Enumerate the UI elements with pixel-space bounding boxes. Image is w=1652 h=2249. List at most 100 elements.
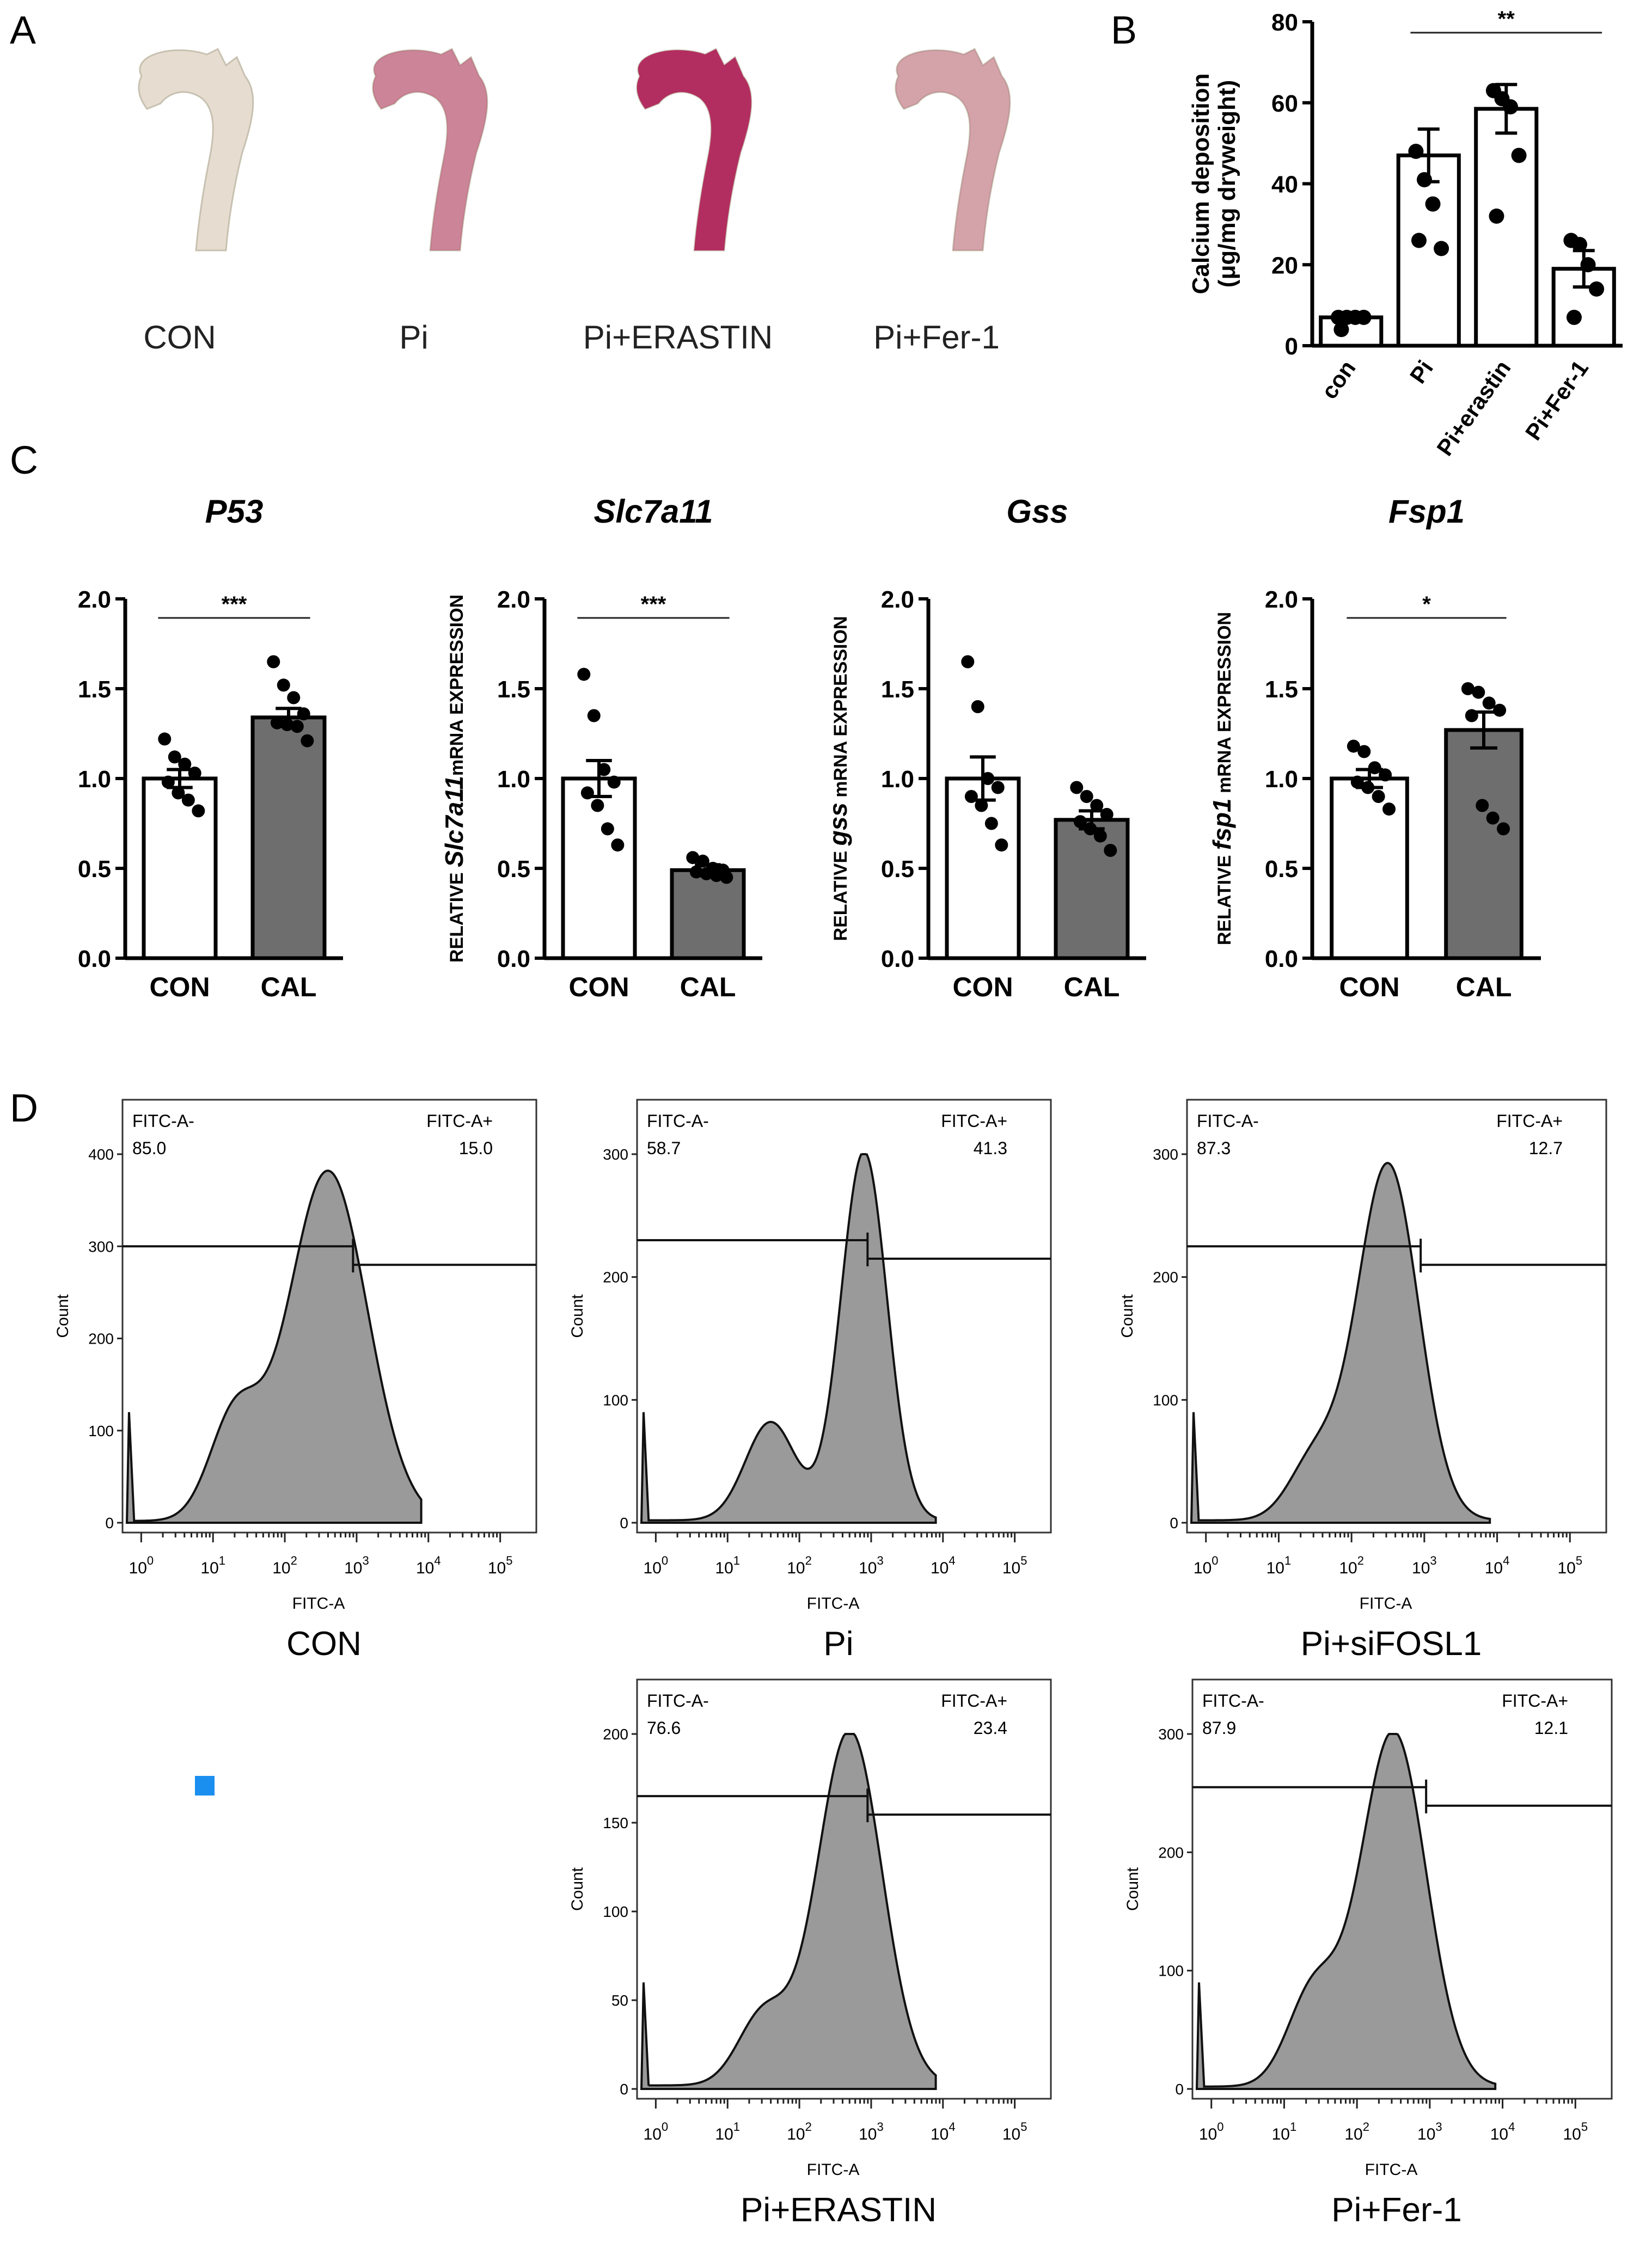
data-point bbox=[1461, 682, 1474, 695]
data-point bbox=[1489, 209, 1504, 224]
x-tick-label: 102 bbox=[787, 1554, 812, 1577]
fitc-histogram bbox=[640, 1733, 937, 2090]
bar bbox=[142, 776, 218, 960]
x-tick-label: 100 bbox=[644, 1554, 669, 1577]
x-tick-exponent: 3 bbox=[877, 2120, 883, 2134]
x-tick-base: 10 bbox=[931, 1559, 949, 1577]
data-point bbox=[964, 790, 978, 803]
blue-square-marker bbox=[195, 1776, 215, 1795]
plot-frame bbox=[636, 1099, 1052, 1534]
y-tick-label: 1.0 bbox=[78, 766, 111, 793]
significance-stars: *** bbox=[222, 592, 247, 616]
y-tick-label: 100 bbox=[1158, 1963, 1184, 1980]
data-point bbox=[1100, 808, 1113, 821]
data-point bbox=[1566, 309, 1582, 325]
x-tick-base: 10 bbox=[1485, 1559, 1503, 1577]
y-tick-label: 200 bbox=[1153, 1269, 1178, 1286]
data-point bbox=[1503, 99, 1519, 115]
y-tick-label: 2.0 bbox=[497, 586, 530, 613]
data-point bbox=[1589, 281, 1605, 297]
y-tick-label: 150 bbox=[603, 1815, 628, 1831]
y-tick-label: 1.0 bbox=[881, 766, 914, 793]
sample-label: Pi+siFOSL1 bbox=[1301, 1625, 1482, 1663]
data-point bbox=[1379, 768, 1392, 782]
data-point bbox=[1357, 745, 1371, 758]
data-point bbox=[290, 720, 304, 733]
fitc-histogram bbox=[1190, 1162, 1491, 1524]
x-tick-label: 103 bbox=[1412, 1554, 1437, 1577]
bar bbox=[250, 715, 327, 960]
y-tick-label: 0 bbox=[1170, 1515, 1178, 1531]
x-tick-exponent: 1 bbox=[1284, 1554, 1291, 1567]
data-point bbox=[188, 767, 201, 780]
panel-c-gss-chart: Gss 0.0 0.5 1.0 1.5 2.0 CON CAL RELATIVE gss mRN… bbox=[824, 493, 1146, 1002]
data-point bbox=[1434, 241, 1449, 256]
x-tick-label: 104 bbox=[1485, 1554, 1510, 1577]
x-tick-exponent: 5 bbox=[1576, 1554, 1582, 1567]
x-tick-label: 102 bbox=[1339, 1554, 1364, 1577]
positive-gate-percent: 15.0 bbox=[459, 1138, 493, 1158]
negative-gate-label: FITC-A- bbox=[1202, 1691, 1264, 1711]
x-tick-exponent: 1 bbox=[733, 1554, 740, 1567]
y-tick-label: 0.5 bbox=[1265, 856, 1298, 883]
data-point bbox=[601, 822, 614, 836]
y-tick-label: 80 bbox=[1271, 9, 1298, 36]
x-axis-title: FITC-A bbox=[807, 2161, 860, 2179]
panel-letter-b: B bbox=[1111, 9, 1137, 52]
data-point bbox=[301, 734, 314, 747]
data-point bbox=[192, 804, 205, 818]
data-point bbox=[720, 871, 733, 884]
aorta-label: Pi bbox=[399, 319, 428, 356]
x-tick-base: 10 bbox=[1199, 2125, 1217, 2143]
x-tick-exponent: 2 bbox=[291, 1554, 297, 1567]
x-tick-label: 100 bbox=[1194, 1554, 1219, 1577]
x-tick-exponent: 0 bbox=[1217, 2120, 1223, 2134]
x-tick-exponent: 1 bbox=[1290, 2120, 1296, 2134]
y-axis-title-part: gss bbox=[824, 802, 852, 846]
data-point bbox=[1511, 148, 1527, 163]
x-tick-exponent: 5 bbox=[1020, 2120, 1027, 2134]
data-point bbox=[1493, 703, 1507, 717]
plot-frame bbox=[1191, 1678, 1613, 2100]
aorta-label: Pi+Fer-1 bbox=[873, 319, 1000, 356]
sample-label: Pi+ERASTIN bbox=[741, 2191, 937, 2229]
y-axis-title-line: (μg/mg dryweight) bbox=[1214, 80, 1240, 287]
x-tick-base: 10 bbox=[1412, 1559, 1430, 1577]
y-tick-label: 0 bbox=[620, 2081, 628, 2098]
plot-frame bbox=[636, 1678, 1052, 2100]
y-tick-label: 400 bbox=[88, 1146, 114, 1163]
x-tick-base: 10 bbox=[129, 1559, 147, 1577]
data-point bbox=[1368, 761, 1381, 775]
y-axis-title-part: fsp1 bbox=[1208, 798, 1236, 850]
panel-a-aorta-images: CON Pi Pi+ERASTIN Pi+Fer-1 bbox=[138, 47, 1011, 356]
x-tick-base: 10 bbox=[1417, 2125, 1435, 2143]
data-point bbox=[297, 707, 310, 721]
aorta-stain bbox=[372, 49, 487, 250]
x-tick-exponent: 4 bbox=[949, 2120, 955, 2134]
x-tick-label: 101 bbox=[1272, 2120, 1297, 2143]
data-point bbox=[696, 854, 709, 868]
panel-letter-d: D bbox=[10, 1087, 38, 1130]
y-tick-label: 300 bbox=[1158, 1726, 1184, 1743]
aorta-stain bbox=[895, 49, 1010, 250]
x-tick-label: 105 bbox=[1002, 2120, 1027, 2143]
negative-gate-percent: 58.7 bbox=[647, 1138, 681, 1158]
x-tick-exponent: 5 bbox=[1020, 1554, 1027, 1567]
data-point bbox=[995, 838, 1008, 852]
y-tick-label: 0 bbox=[105, 1515, 114, 1531]
data-point bbox=[1372, 790, 1385, 803]
y-tick-label: 2.0 bbox=[1265, 586, 1298, 613]
y-tick-label: 1.5 bbox=[881, 676, 914, 703]
y-axis-title-part: mRNA EXPRESSION bbox=[446, 595, 467, 776]
y-tick-label: 0.5 bbox=[497, 856, 530, 883]
data-point bbox=[168, 750, 181, 764]
y-tick-label: 0 bbox=[1175, 2081, 1184, 2098]
data-point bbox=[1476, 799, 1489, 812]
x-tick-exponent: 0 bbox=[147, 1554, 154, 1567]
negative-gate-label: FITC-A- bbox=[647, 1111, 709, 1131]
x-tick-exponent: 3 bbox=[1430, 1554, 1436, 1567]
